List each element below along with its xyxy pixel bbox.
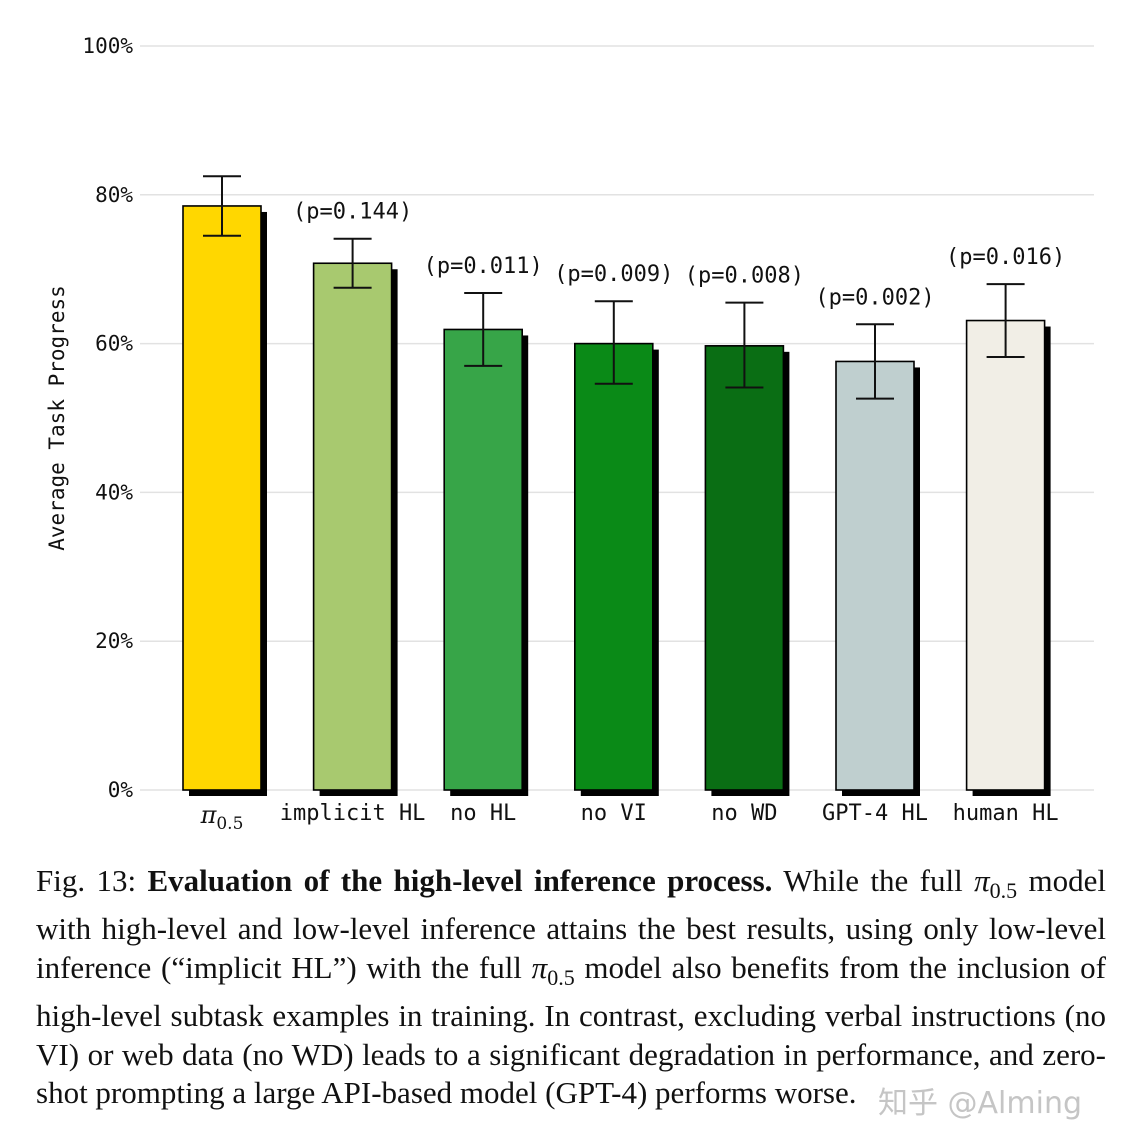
p-value-label: (p=0.144) (293, 200, 412, 225)
x-tick-label: implicit HL (280, 801, 426, 826)
p-value-label: (p=0.011) (424, 254, 543, 279)
p-value-label: (p=0.002) (815, 285, 934, 310)
x-tick-label: GPT-4 HL (822, 801, 928, 826)
y-tick-label: 60% (95, 332, 133, 356)
caption-title: Evaluation of the high-level inference p… (147, 863, 773, 898)
pi-subscript: 0.5 (989, 878, 1018, 903)
x-tick-label: human HL (953, 801, 1059, 826)
pi-symbol: π (531, 949, 548, 985)
watermark: 知乎 @Alming (878, 1086, 1083, 1121)
p-value-label: (p=0.016) (946, 245, 1065, 270)
y-tick-label: 20% (95, 629, 133, 653)
pi-symbol: π (974, 863, 990, 898)
caption-label: Fig. 13: (36, 863, 137, 898)
y-tick-label: 0% (108, 778, 134, 802)
y-axis-label: Average Task Progress (45, 285, 69, 551)
p-value-label: (p=0.008) (685, 264, 804, 289)
p-value-annotations: (p=0.144) (p=0.011) (p=0.009) (p=0.008) (p=0… (293, 200, 1065, 311)
caption-text-3: model also benefits from the inclusion o… (36, 949, 1106, 1111)
bar (704, 345, 785, 791)
y-tick-label: 40% (95, 480, 133, 504)
caption-text-2: model with high-level and low-level infe… (36, 863, 1107, 985)
pi-subscript: 0.5 (547, 964, 575, 990)
bars (182, 205, 1051, 796)
x-tick-label: π0.5 (200, 801, 244, 834)
figure-caption: Fig. 13: Evaluation of the high-level in… (36, 862, 1106, 1112)
caption-text-1: While the full (783, 863, 963, 898)
p-value-label: (p=0.009) (554, 262, 673, 287)
x-tick-label: no VI (581, 801, 647, 826)
bar (835, 360, 915, 791)
bar (965, 319, 1046, 791)
x-tick-labels: π0.5 implicit HL no HL no VI no WD GPT-4 HL hu… (200, 801, 1059, 834)
x-tick-label: no WD (711, 801, 777, 826)
y-tick-label: 100% (82, 34, 133, 58)
bar-chart: 0% 20% 40% 60% 80% 100% Average Task Progress… (45, 34, 1094, 834)
bar (443, 328, 524, 791)
y-tick-label: 80% (95, 183, 133, 207)
error-bars (203, 175, 1025, 400)
bar (312, 262, 393, 791)
bar (182, 205, 262, 791)
bar (573, 342, 654, 791)
y-tick-labels: 0% 20% 40% 60% 80% 100% (82, 34, 133, 802)
x-tick-label: no HL (450, 801, 516, 826)
